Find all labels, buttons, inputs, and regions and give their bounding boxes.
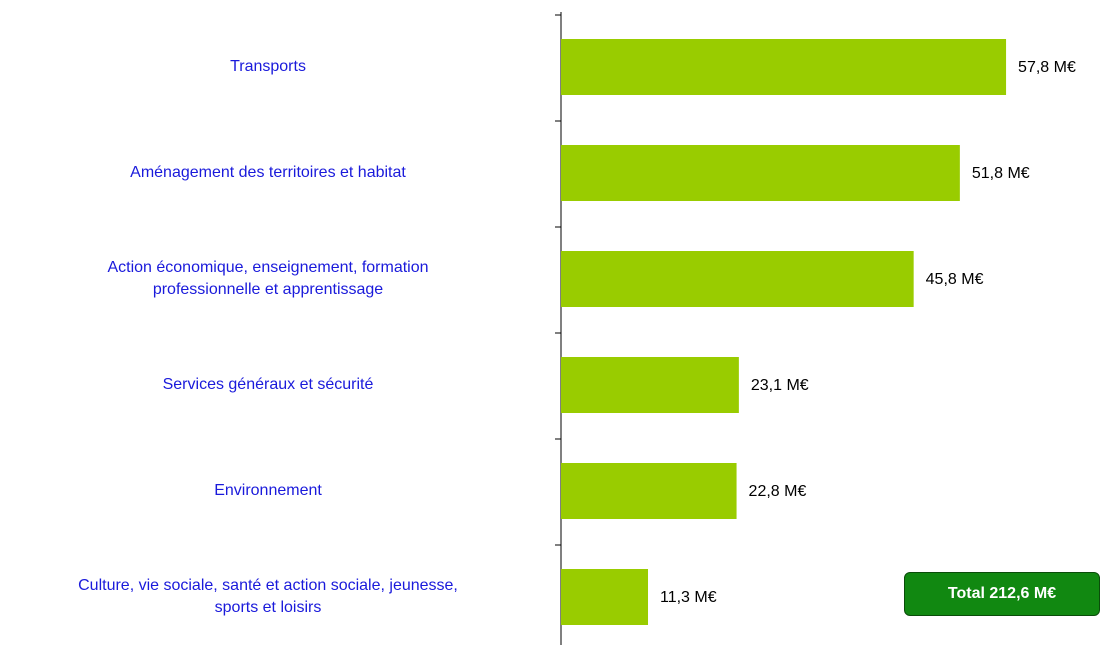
value-label: 22,8 M€: [749, 483, 807, 500]
value-label: 51,8 M€: [972, 165, 1030, 182]
bar: [561, 251, 914, 307]
total-annotation: Total 212,6 M€: [904, 572, 1100, 616]
value-label: 45,8 M€: [926, 271, 984, 288]
value-label: 11,3 M€: [660, 589, 717, 606]
bar: [561, 39, 1007, 95]
category-label: Environnement: [214, 482, 322, 499]
category-label: Aménagement des territoires et habitat: [130, 164, 406, 181]
bar: [561, 145, 960, 201]
category-label: Services généraux et sécurité: [162, 376, 374, 393]
bar: [561, 463, 737, 519]
value-label: 57,8 M€: [1018, 59, 1076, 76]
value-label: 23,1 M€: [751, 377, 809, 394]
category-label: Culture, vie sociale, santé et action so…: [78, 577, 458, 616]
category-label: Action économique, enseignement, formati…: [107, 259, 429, 298]
bar: [561, 569, 649, 625]
category-label: Transports: [230, 58, 306, 75]
bar: [561, 357, 739, 413]
